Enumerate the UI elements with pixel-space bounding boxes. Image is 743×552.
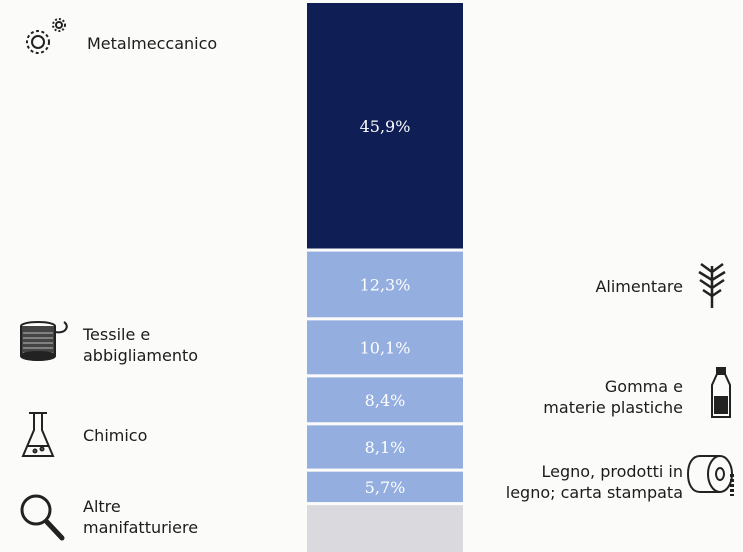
bar-segment-label-3: 10,1%: [360, 338, 411, 357]
bar-segment-3: [307, 320, 463, 375]
bar-segment-separator-2: [307, 317, 463, 321]
label-altre-line-1: Altre: [83, 497, 121, 516]
bar-segment-label-4: 8,4%: [365, 391, 406, 410]
flask-icon: [20, 410, 60, 462]
label-legno: Legno, prodotti in legno; carta stampata: [506, 461, 683, 503]
bar-segment-label-1: 45,9%: [360, 117, 411, 136]
bar-segment-2: [307, 251, 463, 318]
gears-icon: [18, 14, 70, 62]
label-legno-line-2: legno; carta stampata: [505, 483, 683, 502]
label-legno-line-1: Legno, prodotti in: [541, 462, 683, 481]
stacked-bar: 45,9% 12,3% 10,1% 8,4% 8,1% 5,7%: [307, 3, 463, 552]
label-tessile: Tessile e abbigliamento: [83, 324, 198, 366]
thread-spool-icon: [18, 318, 74, 366]
label-gomma: Gomma e materie plastiche: [543, 376, 683, 418]
label-metalmeccanico: Metalmeccanico: [87, 33, 217, 54]
label-tessile-line-2: abbigliamento: [83, 346, 199, 365]
bar-segment-separator-3: [307, 374, 463, 378]
label-alimentare: Alimentare: [595, 276, 683, 297]
wheat-icon: [694, 258, 730, 312]
paper-roll-icon: [684, 448, 742, 504]
bar-segment-separator-6: [307, 502, 463, 506]
label-altre: Altre manifatturiere: [83, 496, 198, 538]
label-metalmeccanico-line-1: Metalmeccanico: [87, 34, 218, 53]
bottle-icon: [706, 365, 736, 423]
bar-segment-separator-1: [307, 248, 463, 252]
label-gomma-line-1: Gomma e: [604, 377, 683, 396]
label-chimico: Chimico: [83, 425, 147, 446]
magnifier-icon: [18, 492, 68, 544]
bar-segment-separator-5: [307, 468, 463, 472]
bar-segment-5: [307, 425, 463, 469]
bar-segment-4: [307, 377, 463, 423]
bar-segment-7: [307, 505, 463, 552]
label-tessile-line-1: Tessile e: [83, 325, 151, 344]
label-alimentare-line-1: Alimentare: [595, 277, 683, 296]
bar-segment-1: [307, 3, 463, 249]
label-chimico-line-1: Chimico: [83, 426, 148, 445]
bar-segment-label-2: 12,3%: [360, 275, 411, 294]
label-altre-line-2: manifatturiere: [83, 518, 199, 537]
bar-segment-label-5: 8,1%: [365, 438, 406, 457]
label-gomma-line-2: materie plastiche: [543, 398, 683, 417]
bar-segment-6: [307, 471, 463, 503]
bar-segment-label-6: 5,7%: [365, 478, 406, 497]
bar-segment-separator-4: [307, 422, 463, 426]
